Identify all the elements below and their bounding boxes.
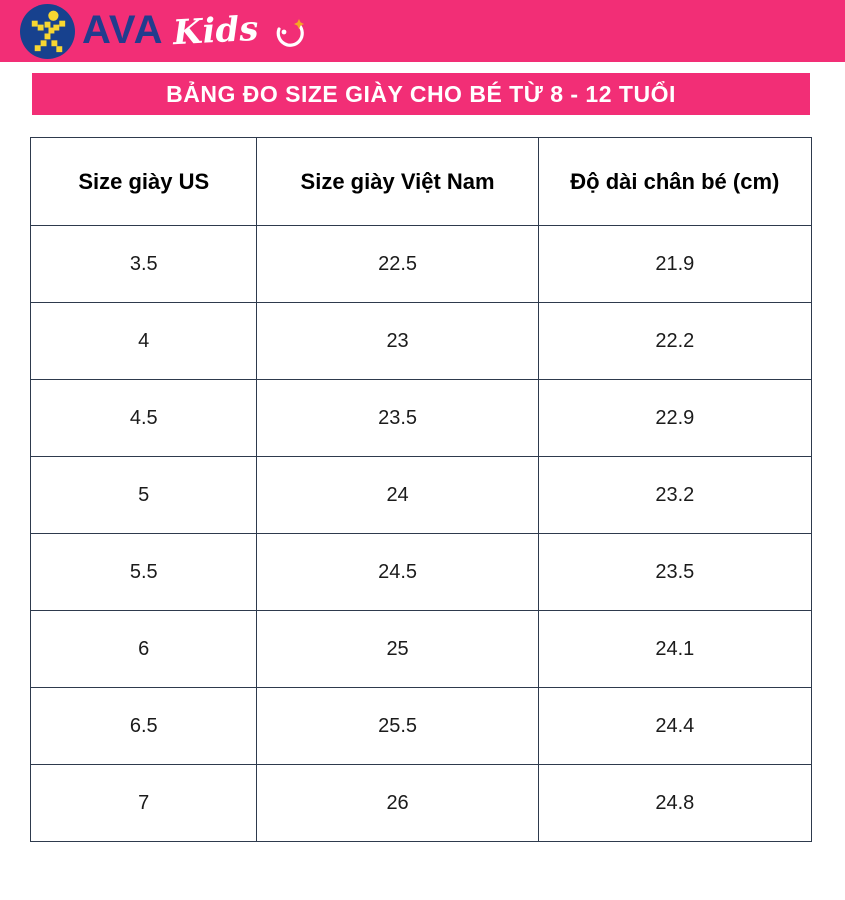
table-row: 7 26 24.8 xyxy=(29,764,813,842)
table-cell: 24.5 xyxy=(256,533,539,611)
table-cell: 26 xyxy=(256,764,539,842)
top-bar: AVA Kids xyxy=(0,0,845,62)
table-row: 5.5 24.5 23.5 xyxy=(29,533,813,611)
table-cell: 22.5 xyxy=(256,225,539,303)
size-table-header: Size giày US Size giày Việt Nam Độ dài c… xyxy=(29,137,813,226)
brand-name-ava: AVA xyxy=(82,8,164,52)
table-cell: 24.8 xyxy=(537,764,813,842)
table-cell: 21.9 xyxy=(537,225,813,303)
table-cell: 24 xyxy=(256,456,539,534)
table-cell: 5 xyxy=(29,456,258,534)
table-cell: 4.5 xyxy=(29,379,258,457)
table-cell: 6 xyxy=(29,610,258,688)
table-row: 6 25 24.1 xyxy=(29,610,813,688)
table-cell: 23.2 xyxy=(537,456,813,534)
table-row: 6.5 25.5 24.4 xyxy=(29,687,813,765)
winking-smiley-icon xyxy=(276,19,304,47)
column-header-size-vn: Size giày Việt Nam xyxy=(256,137,539,226)
table-row: 4.5 23.5 22.9 xyxy=(29,379,813,457)
table-row: 5 24 23.2 xyxy=(29,456,813,534)
brand-name-kids: Kids xyxy=(171,8,259,54)
table-cell: 3.5 xyxy=(29,225,258,303)
table-cell: 4 xyxy=(29,302,258,380)
table-cell: 5.5 xyxy=(29,533,258,611)
size-table: Size giày US Size giày Việt Nam Độ dài c… xyxy=(29,137,813,842)
logo-circle xyxy=(20,3,75,59)
table-row: 4 23 22.2 xyxy=(29,302,813,380)
table-cell: 6.5 xyxy=(29,687,258,765)
table-cell: 7 xyxy=(29,764,258,842)
table-cell: 23.5 xyxy=(537,533,813,611)
header-row: Size giày US Size giày Việt Nam Độ dài c… xyxy=(29,137,813,226)
column-header-foot-length: Độ dài chân bé (cm) xyxy=(537,137,813,226)
table-cell: 24.1 xyxy=(537,610,813,688)
table-cell: 25.5 xyxy=(256,687,539,765)
table-cell: 22.9 xyxy=(537,379,813,457)
brand-logo[interactable]: AVA Kids xyxy=(20,3,307,59)
column-header-size-us: Size giày US xyxy=(29,137,258,226)
table-cell: 24.4 xyxy=(537,687,813,765)
table-cell: 22.2 xyxy=(537,302,813,380)
page-title: BẢNG ĐO SIZE GIÀY CHO BÉ TỪ 8 - 12 TUỔI xyxy=(32,73,810,115)
table-cell: 23 xyxy=(256,302,539,380)
pixel-runner-icon xyxy=(31,10,66,52)
table-row: 3.5 22.5 21.9 xyxy=(29,225,813,303)
table-cell: 23.5 xyxy=(256,379,539,457)
size-table-body: 3.5 22.5 21.9 4 23 22.2 4.5 23.5 22.9 5 24 23.2 5.5 2… xyxy=(29,225,813,842)
table-cell: 25 xyxy=(256,610,539,688)
